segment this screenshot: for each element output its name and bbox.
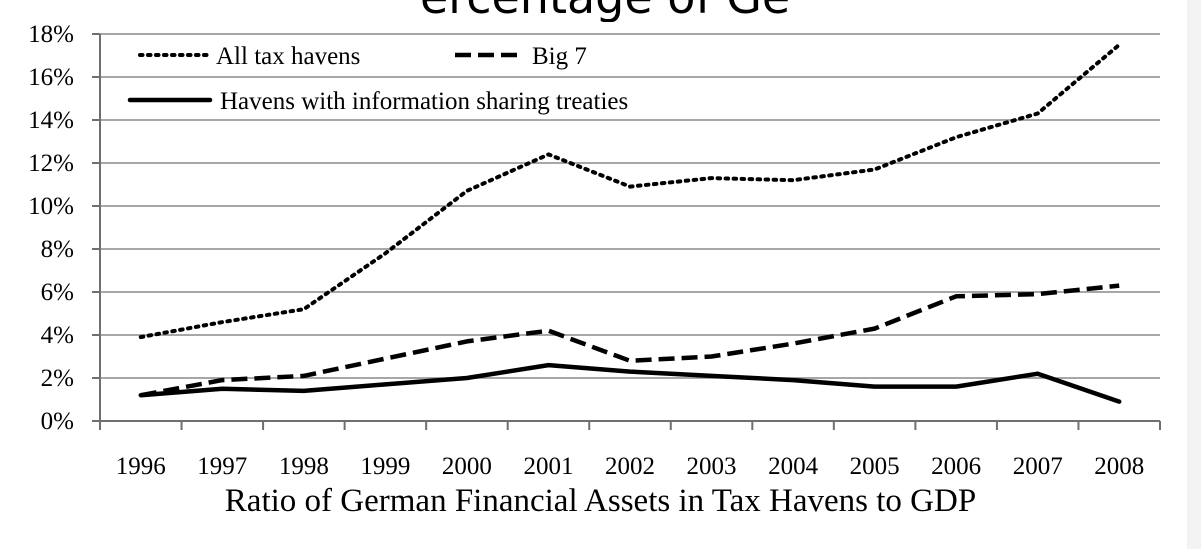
x-tick-label: 2003	[687, 453, 737, 480]
legend-label-3: Havens with information sharing treaties	[220, 88, 628, 115]
x-tick-label: 2005	[850, 453, 900, 480]
x-tick-label: 1999	[360, 453, 410, 480]
legend-label-2: Big 7	[532, 43, 587, 70]
y-tick-label: 8%	[41, 236, 74, 263]
y-tick-label: 6%	[41, 279, 74, 306]
series-line-1	[138, 42, 1122, 340]
series-line-3	[138, 362, 1122, 404]
grid-lines	[100, 33, 1160, 379]
x-tick-label: 1996	[116, 453, 166, 480]
x-tick-label: 2007	[1013, 453, 1063, 480]
x-tick-label: 2006	[931, 453, 981, 480]
x-tick-label: 2001	[523, 453, 573, 480]
right-edge-strip	[1187, 0, 1201, 549]
cropped-header-fragment: ercentage of Ge	[420, 0, 790, 22]
x-axis-label: Ratio of German Financial Assets in Tax …	[224, 483, 977, 519]
series-line-2	[140, 283, 1120, 398]
y-tick-label: 10%	[28, 193, 74, 220]
x-tick-label: 2004	[768, 453, 819, 480]
x-tick-label: 2002	[605, 453, 655, 480]
cropped-header-text: ercentage of Ge	[0, 0, 1201, 22]
y-tick-label: 16%	[28, 64, 74, 91]
x-tick-label: 2000	[442, 453, 492, 480]
legend: All tax havens Big 7 Havens with informati…	[127, 43, 628, 115]
axes	[92, 33, 1161, 430]
series-lines	[138, 42, 1122, 404]
y-tick-label: 2%	[41, 365, 74, 392]
x-tick-label: 2008	[1094, 453, 1144, 480]
y-tick-label: 0%	[41, 408, 74, 435]
y-tick-label: 12%	[28, 150, 74, 177]
legend-label-1: All tax havens	[216, 43, 360, 70]
y-axis-tick-labels: 0% 2% 4% 6% 8% 10% 12% 14% 16% 18%	[28, 21, 74, 435]
y-tick-label: 4%	[41, 322, 74, 349]
y-tick-label: 14%	[28, 107, 74, 134]
y-tick-label: 18%	[28, 21, 74, 48]
x-axis-tick-labels: 1996 1997 1998 1999 2000 2001 2002 2003 2004 2005…	[116, 453, 1144, 480]
x-tick-label: 1997	[197, 453, 247, 480]
x-tick-label: 1998	[279, 453, 329, 480]
